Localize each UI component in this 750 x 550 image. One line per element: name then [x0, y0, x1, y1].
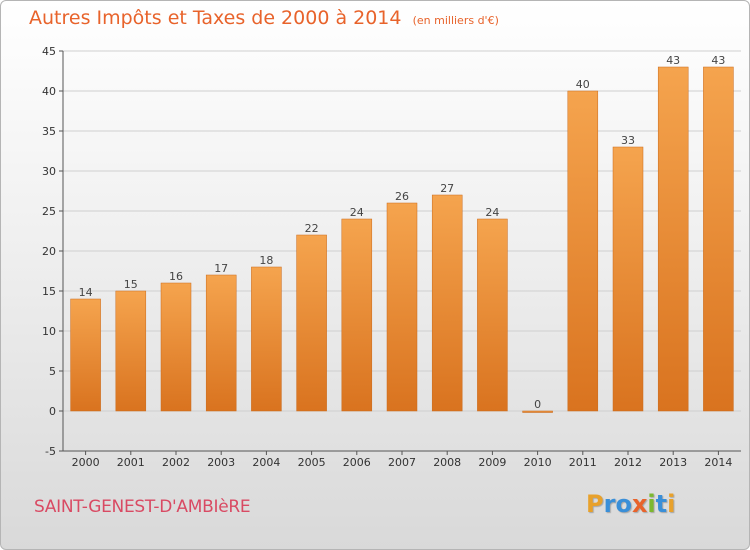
axes: [59, 50, 741, 455]
proxiti-logo[interactable]: Proxiti: [586, 490, 675, 518]
bar: [160, 282, 192, 412]
bar-value-label: 27: [440, 182, 454, 195]
bar-value-label: 33: [621, 134, 635, 147]
bar: [477, 218, 508, 412]
y-tick-label: -5: [45, 445, 56, 458]
logo-letter: P: [586, 490, 604, 518]
bar-value-label: 14: [79, 286, 93, 299]
bar-value-label: 24: [485, 206, 499, 219]
x-tick-label: 2001: [117, 456, 145, 469]
y-tick-label: 40: [42, 85, 56, 98]
x-tick-label: 2002: [162, 456, 190, 469]
x-tick-label: 2005: [298, 456, 326, 469]
bar: [657, 66, 689, 412]
x-tick-label: 2000: [72, 456, 100, 469]
x-tick-label: 2003: [207, 456, 235, 469]
y-tick-label: 25: [42, 205, 56, 218]
bar-value-label: 22: [305, 222, 319, 235]
labels: -5 0 5 10 15 20 25 30 35 40 45 14 2000 15 2001 16 2002 17…: [42, 45, 732, 469]
bar: [612, 146, 644, 412]
y-tick-label: 15: [42, 285, 56, 298]
x-tick-label: 2009: [478, 456, 506, 469]
bar-value-label: 26: [395, 190, 409, 203]
bar: [386, 202, 418, 412]
chart-title: Autres Impôts et Taxes de 2000 à 2014: [29, 7, 402, 29]
x-tick-label: 2007: [388, 456, 416, 469]
bar: [341, 218, 373, 412]
bar-value-label: 0: [534, 398, 541, 411]
bar-value-label: 18: [259, 254, 273, 267]
bar: [251, 266, 282, 412]
bar: [567, 90, 599, 412]
x-tick-label: 2010: [524, 456, 552, 469]
bar: [431, 194, 463, 412]
bar-value-label: 43: [711, 54, 725, 67]
x-tick-label: 2014: [704, 456, 732, 469]
y-tick-label: 5: [49, 365, 56, 378]
logo-letter: x: [631, 490, 648, 518]
y-tick-label: 30: [42, 165, 56, 178]
x-tick-label: 2008: [433, 456, 461, 469]
logo-letter: o: [615, 490, 632, 518]
bar-value-label: 16: [169, 270, 183, 283]
logo-letter: i: [647, 490, 656, 518]
bar: [205, 274, 237, 412]
bar-value-label: 40: [576, 78, 590, 91]
x-tick-label: 2013: [659, 456, 687, 469]
logo-letter: t: [655, 490, 668, 518]
bar: [296, 234, 327, 412]
y-tick-label: 45: [42, 45, 56, 58]
y-tick-label: 35: [42, 125, 56, 138]
title-row: Autres Impôts et Taxes de 2000 à 2014 (e…: [29, 7, 499, 29]
bar-value-label: 24: [350, 206, 364, 219]
logo-letter: i: [667, 490, 676, 518]
bar-value-label: 15: [124, 278, 138, 291]
bar-value-label: 43: [666, 54, 680, 67]
y-tick-label: 20: [42, 245, 56, 258]
x-tick-label: 2004: [252, 456, 280, 469]
logo-letter: r: [603, 490, 616, 518]
y-tick-label: 10: [42, 325, 56, 338]
bar-value-label: 17: [214, 262, 228, 275]
bar: [522, 410, 553, 413]
commune-name: SAINT-GENEST-D'AMBIèRE: [34, 497, 251, 517]
x-tick-label: 2012: [614, 456, 642, 469]
bar: [703, 66, 734, 412]
bar: [70, 298, 101, 412]
chart-unit: (en milliers d'€): [412, 14, 499, 27]
x-tick-label: 2011: [569, 456, 597, 469]
x-tick-label: 2006: [343, 456, 371, 469]
bars: [70, 66, 734, 413]
bar: [115, 290, 147, 412]
y-tick-label: 0: [49, 405, 56, 418]
